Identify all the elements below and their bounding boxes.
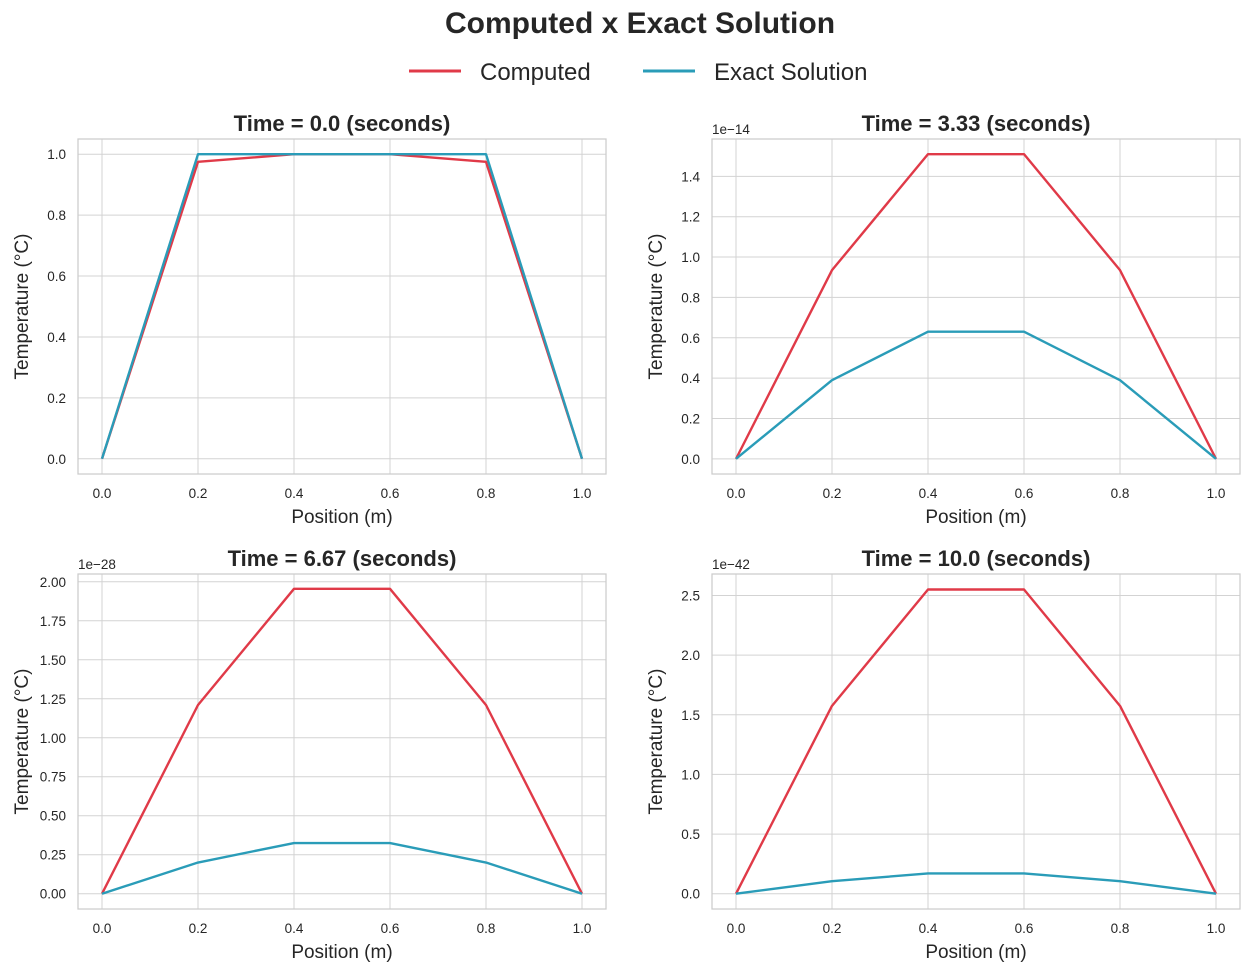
figure-title: Computed x Exact Solution [445,7,835,40]
y-tick-label: 1.00 [40,731,66,746]
y-axis-label: Temperature (°C) [12,669,33,815]
subplot-3: 0.0 0.2 0.4 0.6 0.8 1.0 0.00 0.25 0.50 0.75 1.00 1.… [12,546,607,963]
x-tick-label: 1.0 [573,486,592,501]
x-tick-label: 0.6 [1015,921,1034,936]
y-axis-label: Temperature (°C) [646,234,667,380]
y-tick-label: 2.00 [40,575,66,590]
y-tick-label: 1.50 [40,653,66,668]
x-tick-label: 0.2 [823,921,842,936]
subplot-title: Time = 6.67 (seconds) [228,546,457,571]
x-tick-label: 1.0 [1207,921,1226,936]
y-tick-label: 0.5 [681,827,700,842]
y-tick-label: 0.0 [681,452,700,467]
y-tick-label: 1.4 [681,169,700,184]
y-tick-label: 0.2 [47,391,66,406]
axes-frame [711,573,1241,910]
series-line-computed [734,588,1218,895]
y-tick-label: 2.0 [681,648,700,663]
x-tick-label: 0.0 [727,921,746,936]
x-tick-label: 0.8 [477,921,496,936]
y-tick-label: 0.6 [47,269,66,284]
x-tick-label: 0.8 [1111,921,1130,936]
series-line-computed [734,152,1218,460]
y-tick-label: 0.00 [40,887,66,902]
y-axis-label: Temperature (°C) [12,234,33,380]
series-line-exact-solution [100,153,584,460]
subplot-title: Time = 0.0 (seconds) [234,111,451,136]
x-tick-label: 0.6 [381,486,400,501]
x-axis-label: Position (m) [291,942,392,963]
series-line-exact-solution [735,330,1217,460]
axes-frame [77,138,607,475]
y-tick-label: 0.0 [681,887,700,902]
y-offset-label: 1e−14 [712,122,750,137]
y-tick-label: 0.2 [681,412,700,427]
series-line-computed [100,587,584,895]
y-tick-label: 1.0 [681,250,700,265]
x-tick-label: 0.2 [823,486,842,501]
figure-legend: Computed Exact Solution [409,59,867,86]
x-tick-label: 1.0 [573,921,592,936]
x-axis-label: Position (m) [925,942,1026,963]
x-tick-label: 0.8 [1111,486,1130,501]
x-axis-label: Position (m) [291,507,392,528]
y-axis-label: Temperature (°C) [646,669,667,815]
subplot-2: 0.0 0.2 0.4 0.6 0.8 1.0 0.0 0.2 0.4 0.6 0.8 1.0 1.2 1… [646,111,1241,528]
x-tick-label: 0.4 [919,921,938,936]
x-tick-label: 0.6 [381,921,400,936]
series-line-exact-solution [101,841,583,895]
y-tick-label: 0.8 [47,208,66,223]
y-tick-label: 2.5 [681,588,700,603]
x-tick-label: 0.4 [285,486,304,501]
y-tick-label: 0.75 [40,770,66,785]
subplots: 0.0 0.2 0.4 0.6 0.8 1.0 0.0 0.2 0.4 0.6 0.8 1.0 Time… [12,111,1241,963]
y-tick-label: 0.4 [47,330,66,345]
y-tick-label: 1.2 [681,210,700,225]
series-line-computed [100,153,584,460]
y-tick-label: 0.25 [40,848,66,863]
y-tick-label: 1.0 [47,147,66,162]
subplot-4: 0.0 0.2 0.4 0.6 0.8 1.0 0.0 0.5 1.0 1.5 2.0 2.5 1e−4… [646,546,1241,963]
y-offset-label: 1e−28 [78,557,116,572]
y-tick-label: 0.4 [681,371,700,386]
y-tick-label: 0.0 [47,452,66,467]
x-tick-label: 0.2 [189,486,208,501]
y-tick-label: 1.25 [40,692,66,707]
x-tick-label: 0.0 [93,921,112,936]
y-offset-label: 1e−42 [712,557,750,572]
axes-frame [77,573,607,910]
x-axis-label: Position (m) [925,507,1026,528]
subplot-title: Time = 10.0 (seconds) [862,546,1091,571]
x-tick-label: 0.2 [189,921,208,936]
x-tick-label: 0.8 [477,486,496,501]
subplot-title: Time = 3.33 (seconds) [862,111,1091,136]
y-tick-label: 0.50 [40,809,66,824]
legend-label-computed: Computed [480,59,591,86]
subplot-1: 0.0 0.2 0.4 0.6 0.8 1.0 0.0 0.2 0.4 0.6 0.8 1.0 Time… [12,111,607,528]
axes-frame [711,138,1241,475]
x-tick-label: 0.0 [727,486,746,501]
legend-label-exact: Exact Solution [714,59,867,86]
x-tick-label: 0.4 [919,486,938,501]
series-line-exact-solution [735,872,1217,895]
y-tick-label: 1.75 [40,614,66,629]
x-tick-label: 0.0 [93,486,112,501]
x-tick-label: 0.6 [1015,486,1034,501]
y-tick-label: 1.0 [681,767,700,782]
x-tick-label: 1.0 [1207,486,1226,501]
y-tick-label: 0.8 [681,290,700,305]
y-tick-label: 0.6 [681,331,700,346]
y-tick-label: 1.5 [681,708,700,723]
x-tick-label: 0.4 [285,921,304,936]
